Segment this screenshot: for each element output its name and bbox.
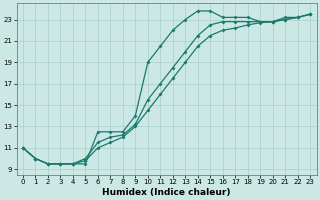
X-axis label: Humidex (Indice chaleur): Humidex (Indice chaleur) <box>102 188 231 197</box>
